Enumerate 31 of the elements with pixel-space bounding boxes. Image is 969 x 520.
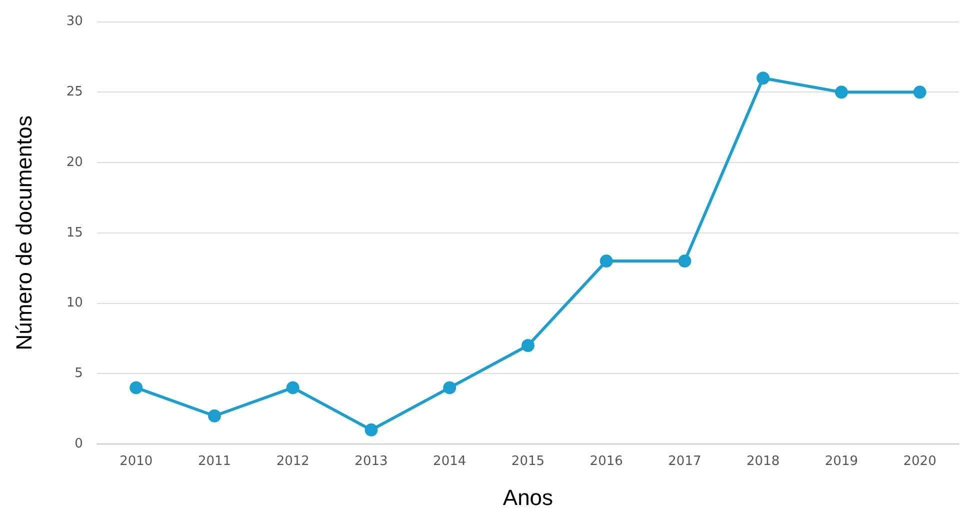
point <box>678 254 692 268</box>
x-tick-label: 2020 <box>903 454 936 470</box>
y-axis-title: Número de documentos <box>11 116 36 350</box>
x-axis-title: Anos <box>502 484 554 510</box>
x-tick-label: 2013 <box>354 454 388 470</box>
point <box>600 254 613 268</box>
y-tick-label: 20 <box>66 154 83 170</box>
x-tick-label: 2011 <box>198 454 232 470</box>
point <box>130 381 143 394</box>
x-tick-label: 2016 <box>590 454 623 470</box>
y-tick-label: 0 <box>74 436 83 452</box>
y-tick-label: 30 <box>66 14 83 30</box>
point <box>208 409 221 422</box>
y-tick-label: 10 <box>66 296 83 311</box>
x-tick-label: 2015 <box>511 454 545 470</box>
point <box>834 86 848 99</box>
x-tick-label: 2018 <box>746 454 780 470</box>
point <box>286 381 300 394</box>
x-tick-label: 2019 <box>824 454 858 470</box>
point <box>913 86 926 99</box>
point <box>443 381 456 394</box>
x-tick-label: 2010 <box>120 454 153 470</box>
y-tick-label: 25 <box>66 84 83 100</box>
point <box>521 338 534 352</box>
x-tick-label: 2012 <box>276 454 310 470</box>
y-tick-label: 5 <box>74 366 83 382</box>
y-tick-label: 15 <box>66 225 83 240</box>
point <box>364 423 378 436</box>
point <box>756 72 770 85</box>
x-tick-label: 2014 <box>433 454 466 470</box>
x-tick-label: 2017 <box>668 454 702 470</box>
